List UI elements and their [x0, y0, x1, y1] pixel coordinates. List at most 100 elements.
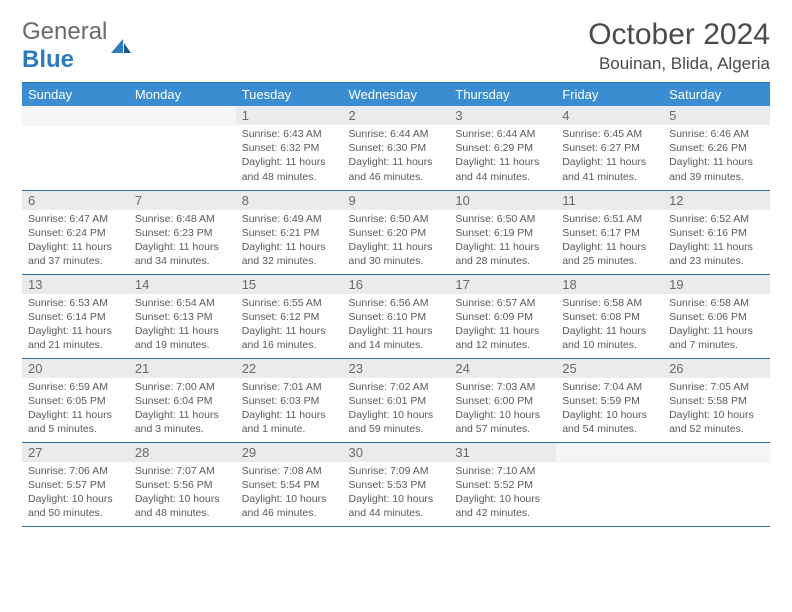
calendar-cell: 9Sunrise: 6:50 AMSunset: 6:20 PMDaylight… [343, 190, 450, 274]
day-number: 27 [22, 443, 129, 462]
day-number-empty [663, 443, 770, 463]
day-body: Sunrise: 6:53 AMSunset: 6:14 PMDaylight:… [22, 294, 129, 357]
daylight-text: Daylight: 11 hours and 16 minutes. [242, 324, 337, 352]
sunrise-text: Sunrise: 7:05 AM [669, 380, 764, 394]
day-of-week-header: Saturday [663, 83, 770, 106]
day-body: Sunrise: 6:48 AMSunset: 6:23 PMDaylight:… [129, 210, 236, 273]
day-number: 26 [663, 359, 770, 378]
day-body: Sunrise: 6:54 AMSunset: 6:13 PMDaylight:… [129, 294, 236, 357]
sunset-text: Sunset: 6:03 PM [242, 394, 337, 408]
sunrise-text: Sunrise: 6:53 AM [28, 296, 123, 310]
day-of-week-header: Wednesday [343, 83, 450, 106]
day-body: Sunrise: 6:57 AMSunset: 6:09 PMDaylight:… [449, 294, 556, 357]
daylight-text: Daylight: 11 hours and 44 minutes. [455, 155, 550, 183]
calendar-week: 13Sunrise: 6:53 AMSunset: 6:14 PMDayligh… [22, 274, 770, 358]
calendar-cell: 16Sunrise: 6:56 AMSunset: 6:10 PMDayligh… [343, 274, 450, 358]
day-number: 15 [236, 275, 343, 294]
calendar-cell: 25Sunrise: 7:04 AMSunset: 5:59 PMDayligh… [556, 358, 663, 442]
day-number: 3 [449, 106, 556, 125]
sunrise-text: Sunrise: 6:58 AM [669, 296, 764, 310]
daylight-text: Daylight: 10 hours and 42 minutes. [455, 492, 550, 520]
sunset-text: Sunset: 5:58 PM [669, 394, 764, 408]
daylight-text: Daylight: 11 hours and 21 minutes. [28, 324, 123, 352]
daylight-text: Daylight: 11 hours and 14 minutes. [349, 324, 444, 352]
sunset-text: Sunset: 6:16 PM [669, 226, 764, 240]
sunset-text: Sunset: 6:12 PM [242, 310, 337, 324]
logo-blue: Blue [22, 46, 74, 73]
sunset-text: Sunset: 6:30 PM [349, 141, 444, 155]
daylight-text: Daylight: 11 hours and 48 minutes. [242, 155, 337, 183]
daylight-text: Daylight: 11 hours and 5 minutes. [28, 408, 123, 436]
day-body: Sunrise: 6:51 AMSunset: 6:17 PMDaylight:… [556, 210, 663, 273]
daylight-text: Daylight: 10 hours and 57 minutes. [455, 408, 550, 436]
page-title: October 2024 [588, 18, 770, 52]
daylight-text: Daylight: 10 hours and 48 minutes. [135, 492, 230, 520]
calendar-cell: 26Sunrise: 7:05 AMSunset: 5:58 PMDayligh… [663, 358, 770, 442]
calendar-cell: 7Sunrise: 6:48 AMSunset: 6:23 PMDaylight… [129, 190, 236, 274]
day-body: Sunrise: 7:04 AMSunset: 5:59 PMDaylight:… [556, 378, 663, 441]
calendar-week: 1Sunrise: 6:43 AMSunset: 6:32 PMDaylight… [22, 106, 770, 190]
day-number: 11 [556, 191, 663, 210]
calendar-cell: 10Sunrise: 6:50 AMSunset: 6:19 PMDayligh… [449, 190, 556, 274]
day-number: 6 [22, 191, 129, 210]
day-number: 14 [129, 275, 236, 294]
calendar-cell: 5Sunrise: 6:46 AMSunset: 6:26 PMDaylight… [663, 106, 770, 190]
title-block: October 2024 Bouinan, Blida, Algeria [588, 18, 770, 74]
calendar-cell: 6Sunrise: 6:47 AMSunset: 6:24 PMDaylight… [22, 190, 129, 274]
sunset-text: Sunset: 5:54 PM [242, 478, 337, 492]
calendar-cell: 17Sunrise: 6:57 AMSunset: 6:09 PMDayligh… [449, 274, 556, 358]
calendar-cell: 27Sunrise: 7:06 AMSunset: 5:57 PMDayligh… [22, 442, 129, 526]
calendar-cell: 12Sunrise: 6:52 AMSunset: 6:16 PMDayligh… [663, 190, 770, 274]
sunset-text: Sunset: 6:08 PM [562, 310, 657, 324]
sunrise-text: Sunrise: 6:44 AM [349, 127, 444, 141]
sunrise-text: Sunrise: 7:08 AM [242, 464, 337, 478]
day-of-week-header: Tuesday [236, 83, 343, 106]
calendar-week: 20Sunrise: 6:59 AMSunset: 6:05 PMDayligh… [22, 358, 770, 442]
day-body: Sunrise: 6:58 AMSunset: 6:06 PMDaylight:… [663, 294, 770, 357]
sunrise-text: Sunrise: 6:54 AM [135, 296, 230, 310]
daylight-text: Daylight: 11 hours and 32 minutes. [242, 240, 337, 268]
day-of-week-header: Thursday [449, 83, 556, 106]
calendar-cell: 13Sunrise: 6:53 AMSunset: 6:14 PMDayligh… [22, 274, 129, 358]
calendar-cell: 3Sunrise: 6:44 AMSunset: 6:29 PMDaylight… [449, 106, 556, 190]
daylight-text: Daylight: 10 hours and 46 minutes. [242, 492, 337, 520]
calendar-week: 27Sunrise: 7:06 AMSunset: 5:57 PMDayligh… [22, 442, 770, 526]
day-body: Sunrise: 7:05 AMSunset: 5:58 PMDaylight:… [663, 378, 770, 441]
sunset-text: Sunset: 5:56 PM [135, 478, 230, 492]
daylight-text: Daylight: 11 hours and 37 minutes. [28, 240, 123, 268]
day-body: Sunrise: 7:07 AMSunset: 5:56 PMDaylight:… [129, 462, 236, 525]
logo-sail-icon [109, 37, 133, 55]
day-number: 10 [449, 191, 556, 210]
day-number: 31 [449, 443, 556, 462]
header: General Blue October 2024 Bouinan, Blida… [22, 18, 770, 74]
sunset-text: Sunset: 6:14 PM [28, 310, 123, 324]
sunset-text: Sunset: 5:52 PM [455, 478, 550, 492]
day-number: 13 [22, 275, 129, 294]
logo: General Blue [22, 18, 133, 74]
calendar-cell: 11Sunrise: 6:51 AMSunset: 6:17 PMDayligh… [556, 190, 663, 274]
day-number: 28 [129, 443, 236, 462]
sunrise-text: Sunrise: 6:57 AM [455, 296, 550, 310]
day-body: Sunrise: 6:44 AMSunset: 6:30 PMDaylight:… [343, 125, 450, 188]
sunrise-text: Sunrise: 7:04 AM [562, 380, 657, 394]
day-number: 20 [22, 359, 129, 378]
day-body: Sunrise: 6:52 AMSunset: 6:16 PMDaylight:… [663, 210, 770, 273]
day-number-empty [556, 443, 663, 463]
sunset-text: Sunset: 5:57 PM [28, 478, 123, 492]
calendar-cell: 24Sunrise: 7:03 AMSunset: 6:00 PMDayligh… [449, 358, 556, 442]
daylight-text: Daylight: 10 hours and 50 minutes. [28, 492, 123, 520]
daylight-text: Daylight: 10 hours and 54 minutes. [562, 408, 657, 436]
day-number: 23 [343, 359, 450, 378]
sunrise-text: Sunrise: 6:43 AM [242, 127, 337, 141]
day-body: Sunrise: 7:02 AMSunset: 6:01 PMDaylight:… [343, 378, 450, 441]
sunset-text: Sunset: 6:26 PM [669, 141, 764, 155]
day-number: 4 [556, 106, 663, 125]
daylight-text: Daylight: 11 hours and 30 minutes. [349, 240, 444, 268]
sunset-text: Sunset: 6:13 PM [135, 310, 230, 324]
daylight-text: Daylight: 11 hours and 25 minutes. [562, 240, 657, 268]
sunrise-text: Sunrise: 6:51 AM [562, 212, 657, 226]
calendar-cell: 2Sunrise: 6:44 AMSunset: 6:30 PMDaylight… [343, 106, 450, 190]
sunrise-text: Sunrise: 6:48 AM [135, 212, 230, 226]
calendar-cell [129, 106, 236, 190]
sunrise-text: Sunrise: 6:44 AM [455, 127, 550, 141]
